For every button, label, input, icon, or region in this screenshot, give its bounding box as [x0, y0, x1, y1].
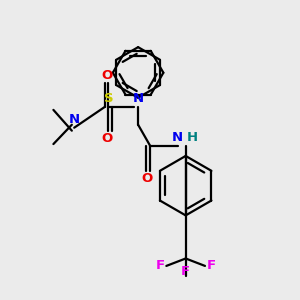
Text: F: F [181, 265, 190, 278]
Text: O: O [101, 132, 112, 145]
Text: S: S [103, 92, 113, 105]
Text: N: N [172, 131, 183, 144]
Text: N: N [133, 92, 144, 105]
Text: N: N [69, 113, 80, 126]
Text: O: O [141, 172, 153, 185]
Text: H: H [187, 131, 198, 144]
Text: O: O [101, 69, 112, 82]
Text: F: F [206, 260, 216, 272]
Text: F: F [156, 260, 165, 272]
